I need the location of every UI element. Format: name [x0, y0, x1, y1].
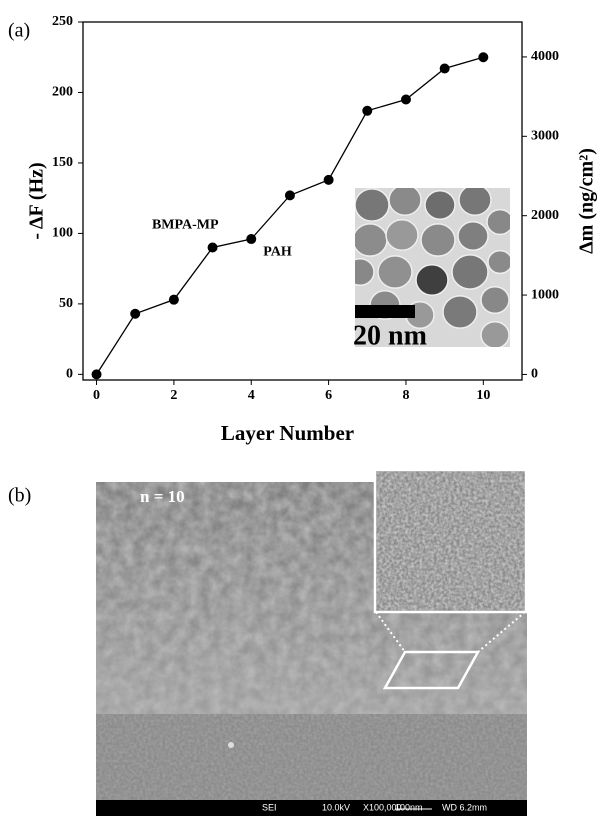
y-tick-label: 150 — [52, 155, 73, 170]
particle — [346, 259, 374, 286]
x-tick-label: 0 — [93, 388, 100, 403]
sem-image — [96, 470, 527, 816]
y2-axis-title: Δm (ng/cm²) — [576, 148, 598, 254]
particle — [481, 322, 509, 349]
particle — [386, 220, 418, 250]
particle — [355, 189, 389, 221]
panel-label: (a) — [8, 20, 30, 42]
particle — [487, 210, 513, 235]
particle — [421, 224, 455, 256]
x-tick-label: 2 — [170, 388, 177, 403]
x-axis-title: Layer Number — [221, 421, 354, 445]
particle — [481, 287, 509, 314]
particle — [378, 256, 412, 288]
sem-footer-text: 10.0kV — [322, 802, 350, 812]
particle — [425, 191, 455, 220]
point — [92, 369, 102, 379]
y2-tick-label: 4000 — [531, 49, 559, 64]
y2-tick-label: 0 — [531, 367, 538, 382]
figure: (a) (b) 20 nm024681005010015020025001000… — [0, 0, 605, 816]
y2-tick-label: 1000 — [531, 287, 559, 302]
x-tick-label: 10 — [476, 388, 490, 403]
point — [130, 309, 140, 319]
point — [362, 106, 372, 116]
sem-footer-text: SEI — [262, 802, 277, 812]
point — [246, 234, 256, 244]
annotation: PAH — [263, 244, 292, 259]
y2-tick-label: 3000 — [531, 129, 559, 144]
point — [324, 175, 334, 185]
particle — [452, 255, 488, 289]
particle — [488, 251, 512, 274]
inset-scale-label: 20 nm — [353, 320, 427, 351]
x-tick-label: 8 — [402, 388, 409, 403]
particle — [416, 265, 448, 295]
y-tick-label: 50 — [59, 296, 73, 311]
point — [285, 190, 295, 200]
sem-footer-text: 100nm — [395, 802, 423, 812]
scale-bar — [355, 305, 415, 318]
point — [169, 295, 179, 305]
x-tick-label: 4 — [248, 388, 255, 403]
particle — [389, 185, 421, 215]
point — [401, 95, 411, 105]
point — [478, 52, 488, 62]
y-tick-label: 0 — [66, 367, 73, 382]
sem-label: n = 10 — [140, 487, 185, 506]
particle — [458, 222, 488, 251]
y2-tick-label: 2000 — [531, 208, 559, 223]
y-tick-label: 100 — [52, 226, 73, 241]
point — [440, 64, 450, 74]
particle — [443, 296, 477, 328]
annotation: BMPA-MP — [152, 218, 219, 233]
y-tick-label: 250 — [52, 14, 73, 29]
sem-footer-text: WD 6.2mm — [442, 802, 487, 812]
y-tick-label: 200 — [52, 85, 73, 100]
panel-label: (b) — [8, 485, 31, 507]
particle — [353, 224, 387, 256]
particle — [459, 185, 491, 215]
point — [208, 243, 218, 253]
y-axis-title: - ΔF (Hz) — [26, 162, 48, 239]
x-tick-label: 6 — [325, 388, 332, 403]
